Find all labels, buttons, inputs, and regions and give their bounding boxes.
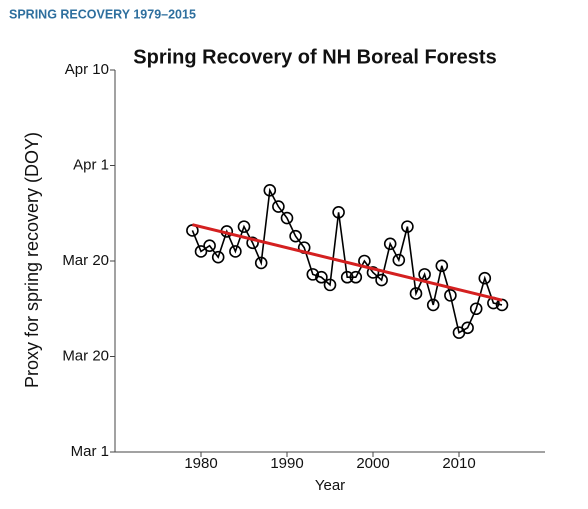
- data-point: [203, 239, 216, 253]
- data-point: [366, 266, 380, 279]
- data-point: [315, 270, 328, 284]
- data-point: [375, 273, 388, 287]
- data-point: [280, 211, 294, 225]
- data-point: [272, 200, 285, 213]
- data-point: [392, 253, 406, 267]
- trend-line: [192, 223, 503, 302]
- data-point: [332, 205, 345, 219]
- data-point: [323, 278, 337, 292]
- data-point: [194, 245, 208, 258]
- data-point: [263, 184, 277, 197]
- y-tick-label: Mar 1: [71, 443, 109, 460]
- header: SPRING RECOVERY 1979–2015: [9, 7, 196, 21]
- x-tick-label: 2000: [356, 455, 389, 472]
- data-point: [469, 302, 483, 316]
- data-point: [254, 256, 268, 270]
- data-point: [426, 298, 440, 312]
- data-point: [401, 220, 414, 233]
- y-tick-label: Apr 1: [73, 156, 109, 173]
- y-tick-label: Mar 20: [62, 252, 109, 269]
- data-point: [306, 268, 320, 281]
- data-point: [409, 287, 423, 300]
- x-tick-label: 1990: [270, 455, 303, 472]
- x-tick-label: 2010: [442, 455, 475, 472]
- data-point: [444, 289, 457, 302]
- x-tick-label: 1980: [184, 455, 217, 472]
- y-tick-label: Apr 10: [65, 61, 109, 78]
- data-point: [246, 236, 259, 250]
- data-point: [340, 270, 354, 284]
- data-point: [461, 321, 474, 335]
- data-point: [211, 250, 225, 264]
- data-point: [289, 229, 302, 243]
- x-axis-label: Year: [315, 477, 345, 494]
- data-point: [237, 220, 251, 233]
- data-point: [383, 237, 397, 251]
- data-point: [229, 245, 242, 258]
- data-point: [478, 271, 492, 285]
- y-tick-label: Mar 20: [62, 347, 109, 364]
- y-axis-label: Proxy for spring recovery (DOY): [22, 132, 42, 388]
- series-line: [191, 187, 503, 334]
- chart-title: Spring Recovery of NH Boreal Forests: [133, 46, 496, 68]
- data-point: [435, 259, 449, 273]
- data-point: [349, 270, 363, 284]
